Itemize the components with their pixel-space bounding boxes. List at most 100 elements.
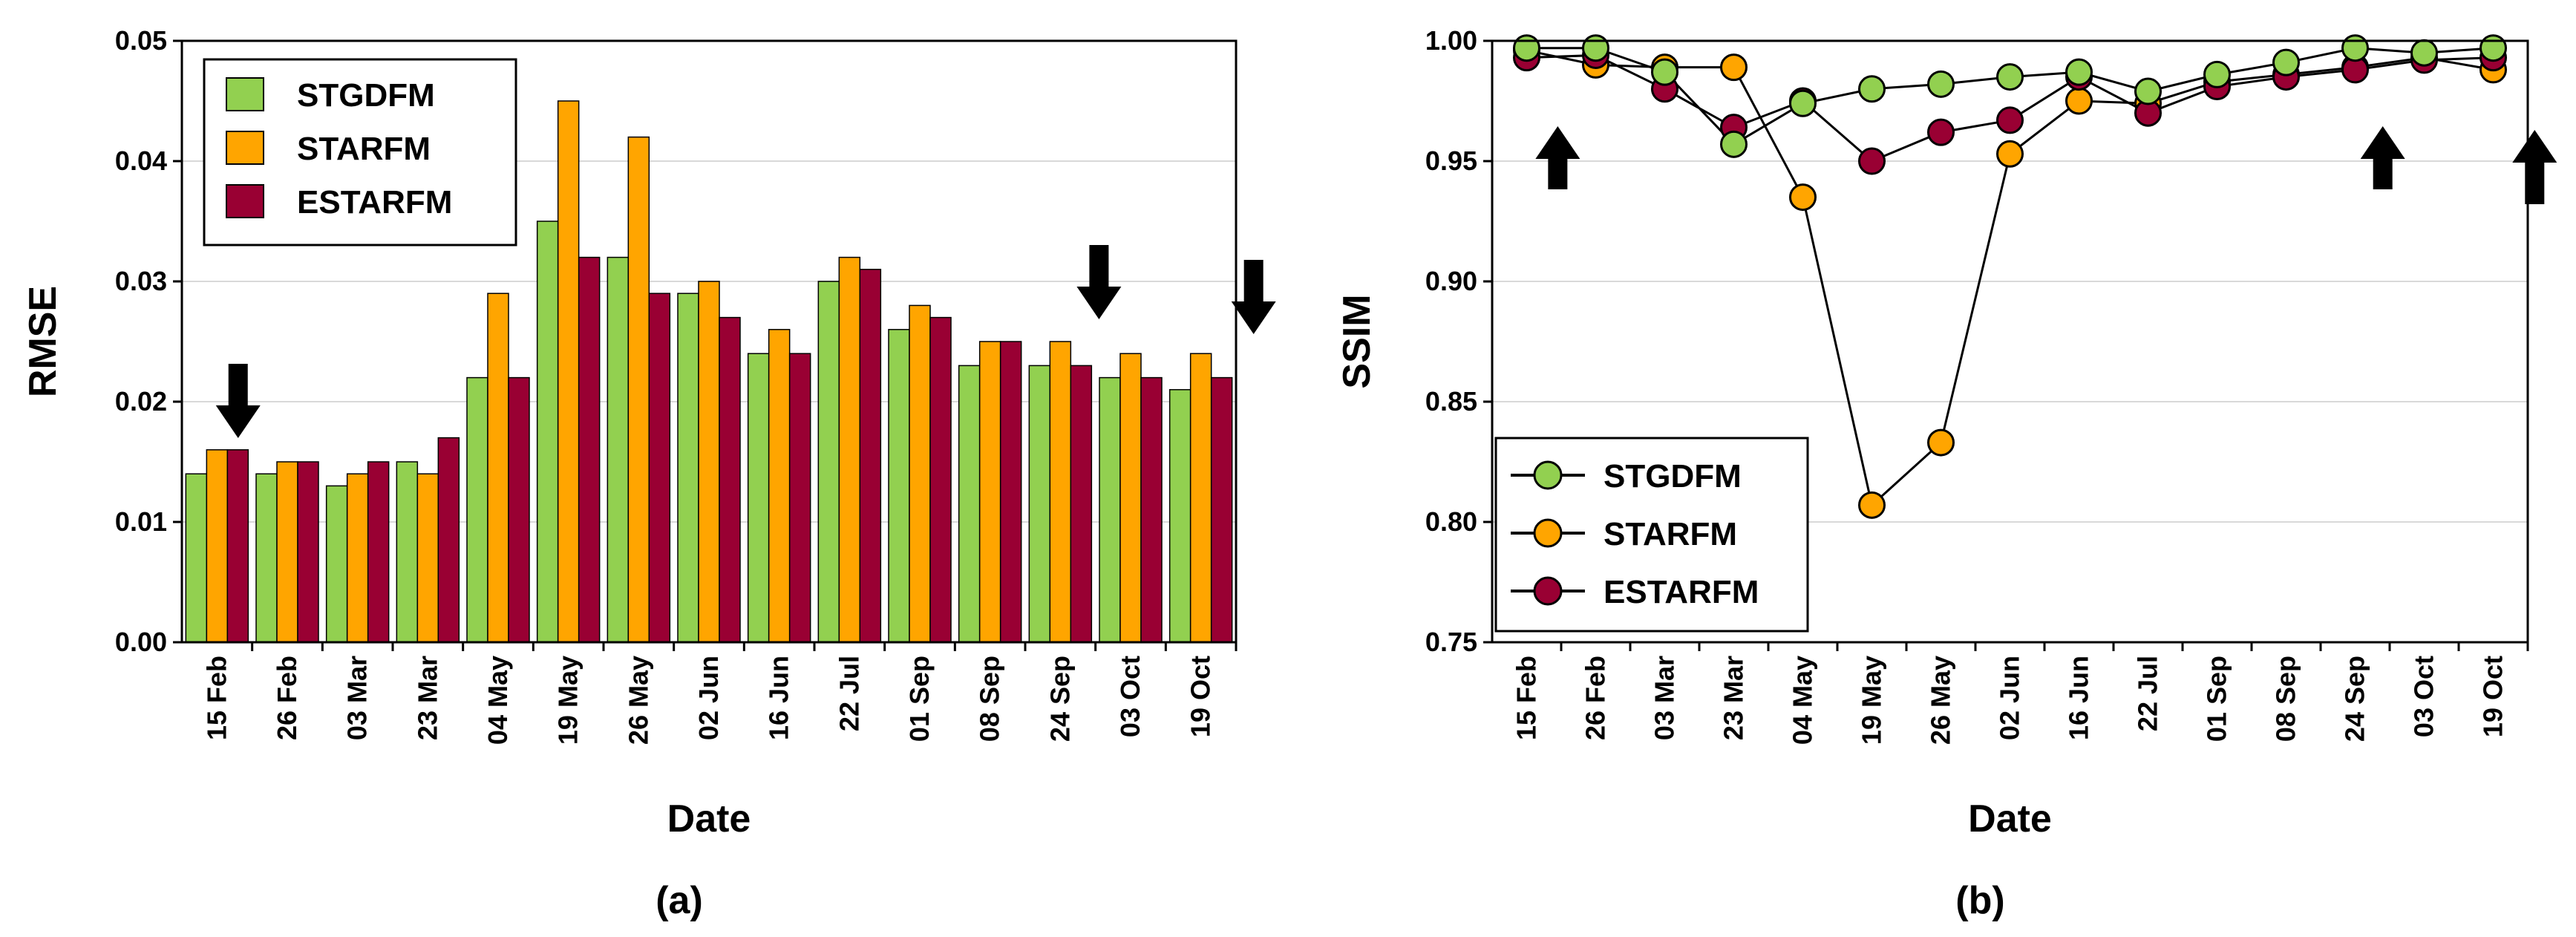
rmse-legend: STGDFM STARFM ESTARFM bbox=[203, 58, 517, 247]
down-arrow bbox=[1076, 245, 1122, 319]
bar-stgdfm-15-feb bbox=[185, 473, 208, 643]
rmse-y-tick-label: 0.03 bbox=[115, 266, 167, 296]
ssim-legend: STGDFM STARFM ESTARFM bbox=[1494, 437, 1809, 633]
bar-estarfm-03-mar bbox=[367, 461, 390, 643]
down-arrow bbox=[1231, 260, 1276, 334]
point-estarfm-26-may bbox=[1927, 118, 1955, 146]
bar-starfm-19-oct bbox=[1189, 353, 1212, 643]
bar-stgdfm-19-may bbox=[536, 221, 559, 643]
point-starfm-26-may bbox=[1927, 428, 1955, 457]
bar-estarfm-03-oct bbox=[1140, 376, 1163, 643]
point-estarfm-02-jun bbox=[1996, 106, 2024, 134]
ssim-y-tick-label: 1.00 bbox=[1425, 25, 1477, 56]
up-arrow bbox=[2360, 126, 2405, 189]
bar-stgdfm-23-mar bbox=[396, 461, 419, 643]
rmse-x-tick-label: 23 Mar bbox=[412, 656, 442, 740]
bar-stgdfm-04-may bbox=[466, 376, 488, 643]
ssim-x-tick-label: 08 Sep bbox=[2271, 656, 2301, 742]
bar-starfm-02-jun bbox=[698, 281, 720, 643]
bar-estarfm-15-feb bbox=[226, 449, 249, 643]
ssim-y-tick-label: 0.85 bbox=[1425, 386, 1477, 417]
ssim-y-tick-labels: 0.75 0.80 0.85 0.90 0.95 1.00 bbox=[1425, 25, 1492, 657]
rmse-y-tick-labels: 0.00 0.01 0.02 0.03 0.04 0.05 bbox=[115, 25, 182, 657]
rmse-x-tick-label: 04 May bbox=[483, 656, 513, 745]
rmse-x-axis-title: Date bbox=[667, 797, 751, 840]
bar-stgdfm-08-sep bbox=[958, 365, 981, 643]
ssim-x-tick-label: 19 Oct bbox=[2478, 656, 2508, 737]
bar-starfm-26-feb bbox=[276, 461, 298, 643]
down-arrow bbox=[215, 364, 261, 438]
point-stgdfm-03-oct bbox=[2410, 39, 2438, 67]
ssim-chart: 0.75 0.80 0.85 0.90 0.95 1.00 15 Feb 26 Feb 03 … bbox=[1336, 25, 2557, 922]
ssim-legend-label-estarfm: ESTARFM bbox=[1604, 574, 1759, 610]
ssim-x-tick-label: 26 May bbox=[1926, 656, 1956, 745]
bar-estarfm-22-jul bbox=[859, 269, 882, 643]
rmse-arrows bbox=[215, 245, 1276, 438]
rmse-x-tick-label: 24 Sep bbox=[1045, 656, 1075, 742]
rmse-x-tick-label: 26 May bbox=[623, 656, 653, 745]
ssim-x-axis-title: Date bbox=[1968, 797, 2052, 840]
bar-starfm-03-oct bbox=[1119, 353, 1142, 643]
rmse-x-tick-label: 01 Sep bbox=[904, 656, 935, 742]
rmse-y-tick-label: 0.05 bbox=[115, 25, 167, 56]
ssim-legend-marker-stgdfm bbox=[1533, 460, 1563, 490]
bar-estarfm-23-mar bbox=[437, 437, 460, 643]
point-starfm-23-mar bbox=[1720, 53, 1748, 82]
ssim-x-tick-label: 03 Mar bbox=[1650, 656, 1680, 740]
point-stgdfm-19-oct bbox=[2479, 34, 2507, 62]
bar-stgdfm-26-may bbox=[607, 256, 630, 643]
up-arrow bbox=[1535, 126, 1580, 189]
rmse-legend-swatch-starfm bbox=[226, 131, 264, 165]
point-stgdfm-02-jun bbox=[1996, 63, 2024, 91]
bar-starfm-26-may bbox=[627, 136, 650, 643]
rmse-x-tick-label: 19 May bbox=[553, 656, 583, 745]
ssim-x-tick-label: 16 Jun bbox=[2064, 656, 2094, 740]
point-stgdfm-23-mar bbox=[1720, 130, 1748, 158]
bar-stgdfm-22-jul bbox=[817, 281, 840, 643]
point-estarfm-19-may bbox=[1858, 147, 1886, 175]
bar-stgdfm-26-feb bbox=[255, 473, 278, 643]
bar-stgdfm-02-jun bbox=[677, 293, 699, 643]
point-starfm-02-jun bbox=[1996, 140, 2024, 168]
rmse-panel-label: (a) bbox=[656, 879, 703, 922]
point-starfm-04-may bbox=[1789, 183, 1817, 212]
bar-estarfm-26-may bbox=[648, 293, 671, 643]
ssim-x-tick-labels: 15 Feb 26 Feb 03 Mar 23 Mar 04 May 19 May 26 M… bbox=[1511, 642, 2529, 745]
rmse-bars bbox=[185, 100, 1233, 643]
up-arrow bbox=[2512, 130, 2557, 204]
bar-estarfm-02-jun bbox=[719, 316, 741, 643]
ssim-y-tick-label: 0.95 bbox=[1425, 146, 1477, 176]
rmse-x-tick-label: 22 Jul bbox=[834, 656, 864, 731]
ssim-y-tick-label: 0.90 bbox=[1425, 266, 1477, 296]
point-stgdfm-15-feb bbox=[1513, 34, 1540, 62]
ssim-x-tick-label: 04 May bbox=[1788, 656, 1818, 745]
bar-estarfm-01-sep bbox=[929, 316, 952, 643]
bar-estarfm-16-jun bbox=[788, 353, 811, 643]
bar-stgdfm-03-mar bbox=[325, 485, 348, 643]
ssim-plot-frame bbox=[1491, 39, 2529, 644]
point-stgdfm-26-feb bbox=[1582, 34, 1609, 62]
bar-starfm-19-may bbox=[557, 100, 580, 643]
rmse-y-tick-label: 0.04 bbox=[115, 146, 167, 176]
ssim-x-tick-label: 03 Oct bbox=[2409, 656, 2439, 737]
point-starfm-16-jun bbox=[2065, 87, 2093, 115]
bar-starfm-24-sep bbox=[1049, 341, 1072, 643]
bar-starfm-01-sep bbox=[909, 304, 931, 643]
rmse-x-tick-label: 02 Jun bbox=[693, 656, 724, 740]
bar-starfm-04-may bbox=[487, 293, 509, 643]
rmse-legend-label-stgdfm: STGDFM bbox=[297, 77, 435, 114]
rmse-y-tick-label: 0.01 bbox=[115, 506, 167, 537]
ssim-panel-label: (b) bbox=[1955, 879, 2004, 922]
ssim-x-tick-label: 23 Mar bbox=[1719, 656, 1749, 740]
ssim-y-tick-label: 0.80 bbox=[1425, 506, 1477, 537]
rmse-x-tick-label: 26 Feb bbox=[272, 656, 302, 740]
rmse-y-tick-label: 0.02 bbox=[115, 386, 167, 417]
bar-estarfm-08-sep bbox=[999, 341, 1022, 643]
point-stgdfm-01-sep bbox=[2203, 60, 2231, 88]
rmse-y-axis-title: RMSE bbox=[22, 286, 65, 397]
bar-stgdfm-24-sep bbox=[1028, 365, 1051, 643]
bar-estarfm-04-may bbox=[508, 376, 530, 643]
rmse-plot-frame bbox=[180, 39, 1238, 644]
rmse-chart: 0.00 0.01 0.02 0.03 0.04 0.05 15 Feb 26 Feb 03 … bbox=[22, 25, 1276, 922]
